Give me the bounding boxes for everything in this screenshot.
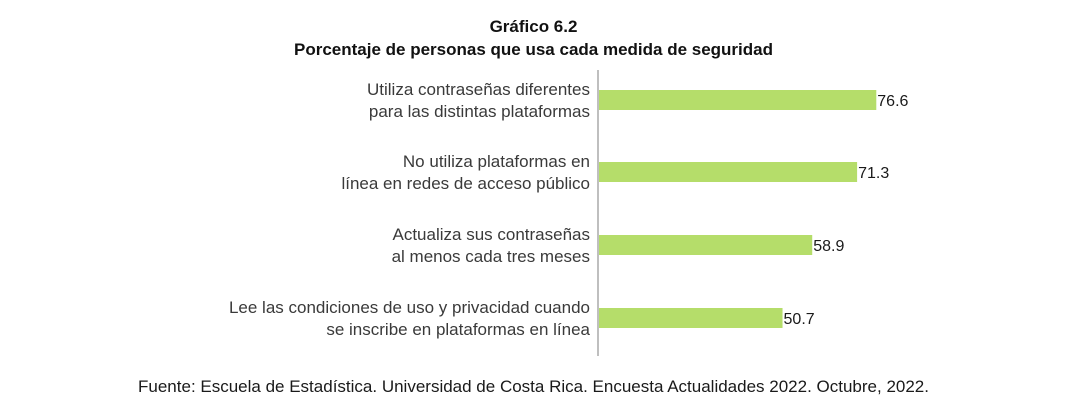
category-label: No utiliza plataformas en [403, 152, 590, 171]
data-label: 76.6 [877, 93, 908, 110]
chart-title: Gráfico 6.2 [489, 17, 578, 36]
chart-subtitle: Porcentaje de personas que usa cada medi… [294, 40, 773, 59]
bar [599, 308, 783, 328]
data-label: 71.3 [858, 165, 889, 182]
data-label: 58.9 [813, 238, 844, 255]
category-label: Actualiza sus contraseñas [393, 225, 591, 244]
category-label: línea en redes de acceso público [341, 174, 590, 193]
bar [599, 235, 813, 255]
category-label: se inscribe en plataformas en línea [326, 320, 590, 339]
data-label: 50.7 [784, 311, 815, 328]
category-label: Utiliza contraseñas diferentes [367, 80, 590, 99]
category-label: al menos cada tres meses [392, 247, 590, 266]
category-label: para las distintas plataformas [369, 102, 590, 121]
bar [599, 90, 877, 110]
category-label: Lee las condiciones de uso y privacidad … [229, 298, 590, 317]
bar [599, 162, 858, 182]
source-note: Fuente: Escuela de Estadística. Universi… [138, 377, 929, 396]
bar-chart: 76.6 Utiliza contraseñas diferentes para l… [229, 70, 909, 356]
